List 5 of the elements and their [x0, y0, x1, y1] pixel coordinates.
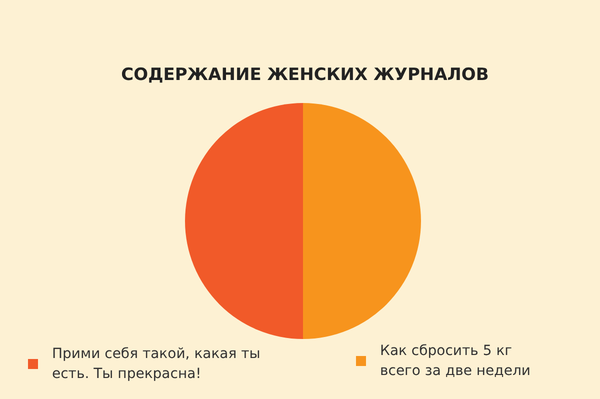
chart-title: СОДЕРЖАНИЕ ЖЕНСКИХ ЖУРНАЛОВ	[121, 65, 489, 85]
legend-label: Как сбросить 5 кг всего за две недели	[380, 342, 532, 381]
pie-slice	[303, 103, 421, 339]
legend-label: Прими себя такой, какая ты есть. Ты прекрасна!	[52, 345, 262, 384]
pie-slice	[185, 103, 303, 339]
